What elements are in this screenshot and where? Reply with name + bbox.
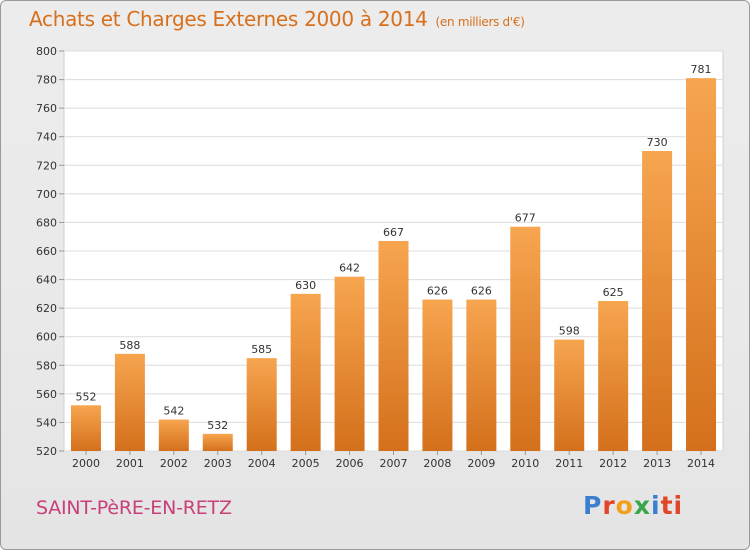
y-tick-label: 720 [36,159,57,172]
bar [598,301,629,451]
y-tick-label: 540 [36,416,57,429]
chart-unit: (en milliers d'€) [435,15,525,29]
bar [334,276,365,451]
y-tick-label: 560 [36,388,57,401]
y-tick-label: 800 [36,45,57,58]
y-tick-label: 780 [36,74,57,87]
commune-name: SAINT-PèRE-EN-RETZ [36,497,232,519]
bar [246,358,277,451]
bar [510,226,541,451]
y-tick-label: 640 [36,274,57,287]
bar [554,339,585,451]
y-tick-label: 580 [36,359,57,372]
bar [378,241,409,451]
x-tick-label: 2001 [116,457,144,470]
y-tick-label: 760 [36,102,57,115]
proxiti-logo[interactable]: Proxiti [583,491,683,520]
x-tick-label: 2008 [423,457,451,470]
bar-value-label: 626 [427,285,448,298]
bar-value-label: 552 [75,390,96,403]
x-tick-label: 2010 [511,457,539,470]
logo-letter: i [651,491,661,520]
x-tick-label: 2011 [555,457,583,470]
x-tick-label: 2013 [643,457,671,470]
bar-value-label: 626 [471,285,492,298]
bar [70,405,101,451]
bar-value-label: 542 [163,405,184,418]
x-tick-label: 2000 [72,457,100,470]
bar [158,419,189,451]
bar-value-label: 677 [515,212,536,225]
bar-value-label: 642 [339,262,360,275]
y-tick-label: 660 [36,245,57,258]
x-tick-label: 2004 [248,457,276,470]
y-tick-label: 700 [36,188,57,201]
logo-letter: r [602,491,616,520]
y-axis: 520 540 560 580 600 620 640 660 680 700 720 740 760 7… [36,45,64,458]
bar [114,353,145,451]
x-tick-label: 2006 [336,457,364,470]
bar [422,299,453,451]
bar-value-label: 585 [251,343,272,356]
x-axis: 2000 2001 2002 2003 2004 2005 2006 2007 2008 2009… [72,451,715,470]
x-tick-label: 2007 [380,457,408,470]
logo-letter: x [633,491,651,520]
x-tick-label: 2005 [292,457,320,470]
bar [290,293,321,451]
x-tick-label: 2002 [160,457,188,470]
x-tick-label: 2012 [599,457,627,470]
bar [642,151,673,451]
y-tick-label: 520 [36,445,57,458]
x-tick-label: 2014 [687,457,715,470]
logo-letter: P [583,491,603,520]
bar-value-label: 532 [207,419,228,432]
bar [202,433,233,451]
y-tick-label: 600 [36,331,57,344]
y-tick-label: 680 [36,216,57,229]
y-tick-label: 740 [36,131,57,144]
bars: 552 588 542 532 585 630 642 667 626 626 677 598 625 7… [70,63,717,452]
chart-title-text: Achats et Charges Externes 2000 à 2014 [29,7,428,31]
bar-value-label: 730 [647,136,668,149]
logo-letter: o [615,491,634,520]
y-tick-label: 620 [36,302,57,315]
bar-value-label: 625 [603,286,624,299]
bar-value-label: 630 [295,279,316,292]
bar-value-label: 588 [119,339,140,352]
logo-letter: ti [660,491,684,520]
x-tick-label: 2009 [467,457,495,470]
chart-title: Achats et Charges Externes 2000 à 2014 (e… [29,7,525,31]
bar-value-label: 781 [691,63,712,76]
x-tick-label: 2003 [204,457,232,470]
bar [686,78,717,452]
bar [466,299,497,451]
bar-value-label: 598 [559,325,580,338]
bar-value-label: 667 [383,226,404,239]
